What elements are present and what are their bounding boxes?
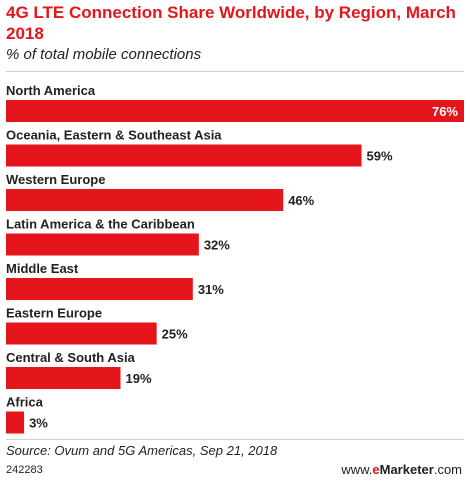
- brand-suffix: .com: [433, 462, 462, 477]
- bottom-divider: [6, 439, 464, 440]
- category-label: Middle East: [6, 261, 79, 276]
- brand-name: Marketer: [379, 462, 434, 477]
- category-label: Eastern Europe: [6, 306, 102, 321]
- category-label: Latin America & the Caribbean: [6, 217, 195, 232]
- value-label: 76%: [432, 104, 458, 119]
- category-label: Oceania, Eastern & Southeast Asia: [6, 128, 222, 143]
- chart-subtitle: % of total mobile connections: [6, 46, 202, 63]
- bar: [6, 411, 25, 434]
- value-label: 46%: [288, 193, 314, 208]
- category-label: Africa: [6, 395, 44, 410]
- value-label: 31%: [198, 282, 224, 297]
- value-label: 59%: [367, 149, 393, 164]
- chart-title: 4G LTE Connection Share Worldwide, by Re…: [6, 3, 456, 43]
- value-label: 25%: [162, 327, 188, 342]
- bar: [6, 189, 284, 211]
- brand-prefix: www.: [341, 462, 373, 477]
- source-note: Source: Ovum and 5G Americas, Sep 21, 20…: [6, 443, 278, 458]
- value-label: 19%: [126, 371, 152, 386]
- brand-e: e: [372, 462, 380, 477]
- top-divider: [6, 71, 464, 72]
- emarketer-logo[interactable]: www.eMarketer.com: [341, 462, 462, 477]
- bar: [6, 144, 362, 167]
- category-label: Western Europe: [6, 172, 105, 187]
- chart-id: 242283: [6, 464, 43, 476]
- bar: [6, 233, 199, 256]
- value-label: 32%: [204, 238, 230, 253]
- category-label: Central & South Asia: [6, 350, 136, 365]
- bar: [6, 100, 464, 122]
- category-label: North America: [6, 83, 96, 98]
- bar: [6, 367, 121, 389]
- bar: [6, 278, 193, 300]
- bar: [6, 322, 157, 345]
- value-label: 3%: [29, 416, 48, 431]
